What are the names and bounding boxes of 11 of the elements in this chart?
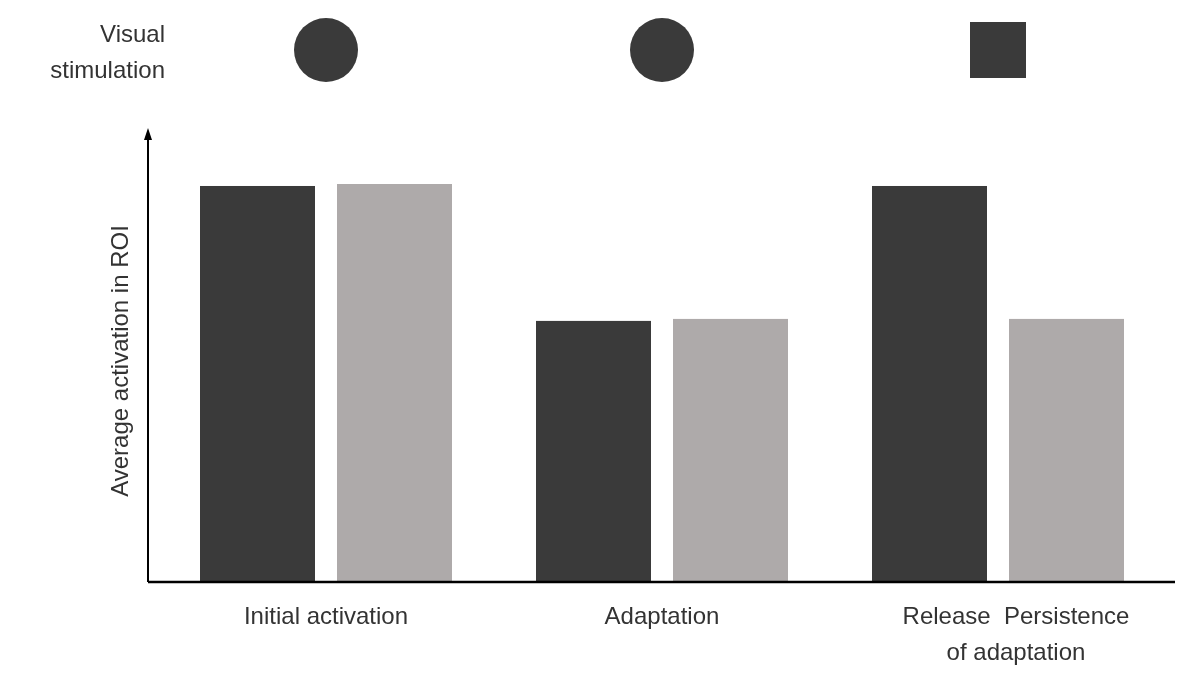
bar [536, 320, 651, 582]
bar [673, 318, 788, 582]
text: Visual stimulation [50, 20, 165, 83]
y-axis-title: Average activation in ROI [106, 225, 133, 497]
bar [337, 184, 452, 582]
bar [1009, 318, 1124, 582]
bar [872, 185, 987, 582]
x-tick-label: Initial activation [243, 602, 409, 629]
bar [200, 185, 315, 582]
x-tick-label: Adaptation [604, 602, 720, 629]
x-tick-label: Release Persistence of adaptation [902, 602, 1130, 665]
